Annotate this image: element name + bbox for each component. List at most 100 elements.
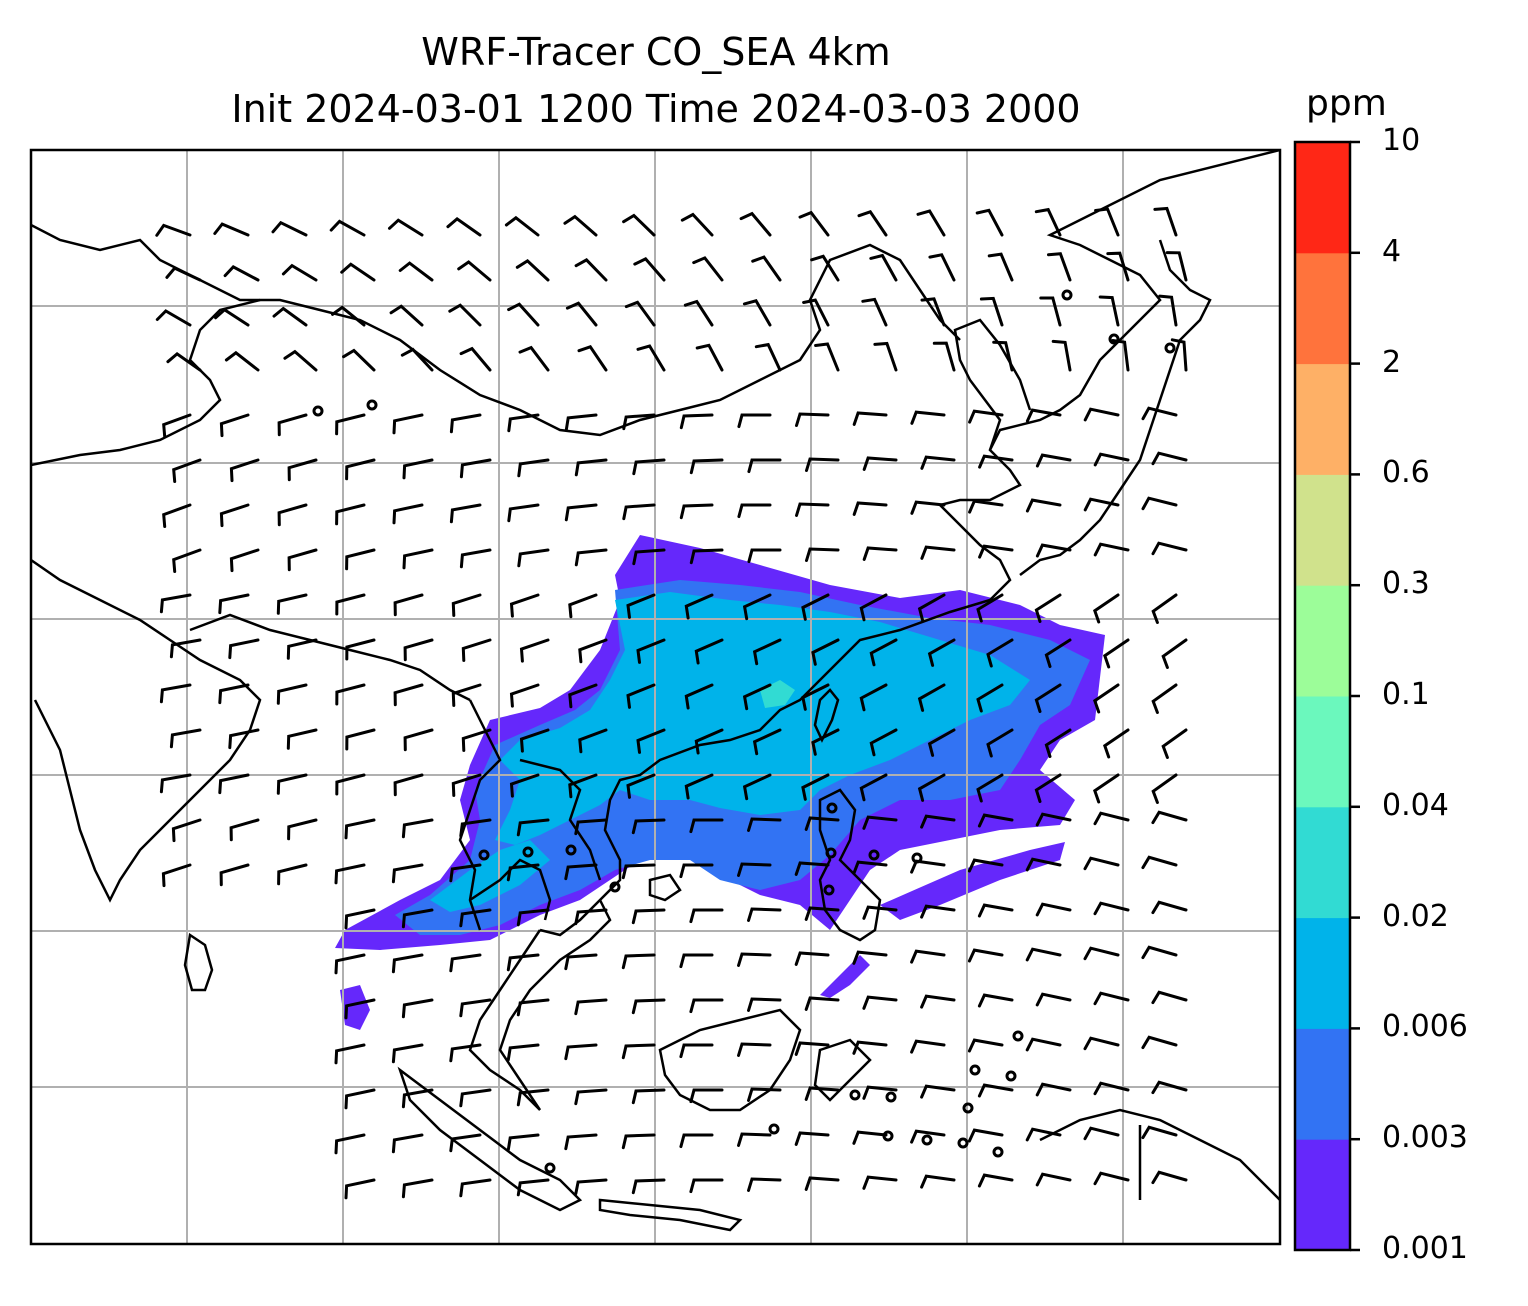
wind-barb	[737, 503, 772, 519]
wind-barb	[1103, 728, 1130, 759]
wind-barb	[624, 300, 656, 327]
border-central-asia	[31, 298, 261, 467]
colorbar-segment	[1295, 1028, 1350, 1140]
coast-taiwan	[813, 688, 840, 743]
wind-barb	[1151, 683, 1178, 714]
colorbar	[1295, 142, 1350, 1251]
wind-barb	[1151, 1080, 1188, 1095]
wind-barb	[459, 818, 492, 838]
wind-barb	[794, 1041, 830, 1056]
wind-barb	[331, 305, 366, 327]
wind-barb	[977, 813, 1014, 828]
wind-barb	[920, 904, 956, 919]
wind-barb	[345, 548, 376, 571]
wind-barb	[449, 953, 482, 973]
wind-barb	[977, 903, 1014, 918]
wind-barb	[286, 728, 318, 750]
wind-barb	[451, 683, 482, 707]
wind-barb	[172, 458, 202, 483]
wind-barb	[920, 297, 946, 327]
wind-barb	[1034, 207, 1062, 237]
wind-barb	[224, 350, 260, 372]
wind-barb	[1025, 1037, 1062, 1052]
wind-barb	[172, 548, 202, 573]
wind-barb	[1083, 407, 1120, 422]
wind-barb	[449, 413, 482, 434]
wind-barb	[1051, 339, 1072, 372]
wind-barb	[1044, 638, 1072, 668]
wind-barb	[976, 773, 1004, 803]
wind-barb	[574, 548, 608, 567]
wind-barb	[388, 218, 424, 237]
wind-barb	[752, 728, 782, 756]
border-china-myanmar	[458, 699, 502, 931]
wind-barb	[287, 818, 318, 841]
wind-barb	[632, 548, 666, 566]
wind-barb	[1044, 728, 1072, 758]
wind-barb	[509, 773, 540, 798]
wind-barb	[811, 728, 840, 756]
colorbar-tick-label: 0.6	[1382, 455, 1430, 491]
wind-barb	[689, 1178, 724, 1194]
wind-barb	[517, 458, 550, 478]
wind-barb	[794, 861, 830, 876]
wind-barbs	[155, 206, 1188, 1200]
wind-barb	[1034, 593, 1062, 623]
wind-barb	[869, 638, 898, 667]
wind-barb	[461, 728, 492, 752]
wind-barb	[219, 503, 250, 528]
wind-barb	[516, 818, 550, 837]
wind-barb	[577, 345, 608, 372]
wind-barb	[161, 863, 192, 888]
wind-barb	[852, 860, 888, 875]
colorbar-segment	[1295, 474, 1350, 586]
wind-barb	[694, 638, 724, 665]
wind-barb	[1141, 1125, 1178, 1140]
wind-barb	[574, 908, 608, 926]
wind-barb	[228, 638, 260, 660]
wind-barb	[742, 773, 772, 801]
colorbar-tick-label: 0.006	[1382, 1009, 1468, 1045]
wind-barb	[574, 998, 608, 1016]
wind-barb	[1151, 990, 1188, 1005]
wind-barb	[1141, 945, 1178, 960]
wind-barb	[967, 1128, 1004, 1143]
wind-barb	[578, 638, 608, 664]
wind-barb	[171, 818, 202, 843]
colorbar-units: ppm	[1306, 83, 1387, 124]
wind-barb	[1034, 773, 1062, 803]
wind-barb	[402, 458, 434, 480]
wind-barb	[277, 413, 308, 437]
plume-level-0001-south-band	[880, 842, 1065, 920]
wind-barb	[401, 1088, 434, 1109]
wind-barb	[1093, 1171, 1130, 1186]
map-title-line1: WRF-Tracer CO_SEA 4km	[421, 30, 891, 74]
wind-barb	[1093, 1081, 1130, 1096]
wind-barb	[218, 773, 250, 795]
wind-barb	[1025, 1127, 1062, 1142]
wind-barb	[967, 1038, 1004, 1053]
wind-barb	[1047, 252, 1072, 282]
wind-barb	[446, 217, 482, 237]
map-title-line2: Init 2024-03-01 1200 Time 2024-03-03 200…	[231, 87, 1081, 131]
wind-barb	[329, 219, 366, 237]
wind-barb	[509, 593, 540, 618]
colorbar-tick-label: 2	[1382, 344, 1402, 380]
wind-barb	[804, 996, 840, 1011]
wind-barb	[287, 458, 318, 482]
wind-barb	[391, 1043, 424, 1064]
wind-barb	[568, 593, 598, 619]
wind-barb	[457, 260, 492, 282]
map-frame	[29, 148, 1282, 1246]
wind-barb	[345, 638, 376, 661]
wind-barb	[1161, 638, 1188, 669]
wind-barb	[392, 413, 424, 435]
wind-barb	[276, 773, 308, 795]
wind-barb	[852, 411, 888, 426]
wind-barb	[747, 907, 782, 922]
wind-barb	[1141, 855, 1178, 870]
wind-barb	[286, 638, 318, 660]
wind-barb	[684, 683, 714, 710]
wind-barb	[169, 728, 202, 749]
